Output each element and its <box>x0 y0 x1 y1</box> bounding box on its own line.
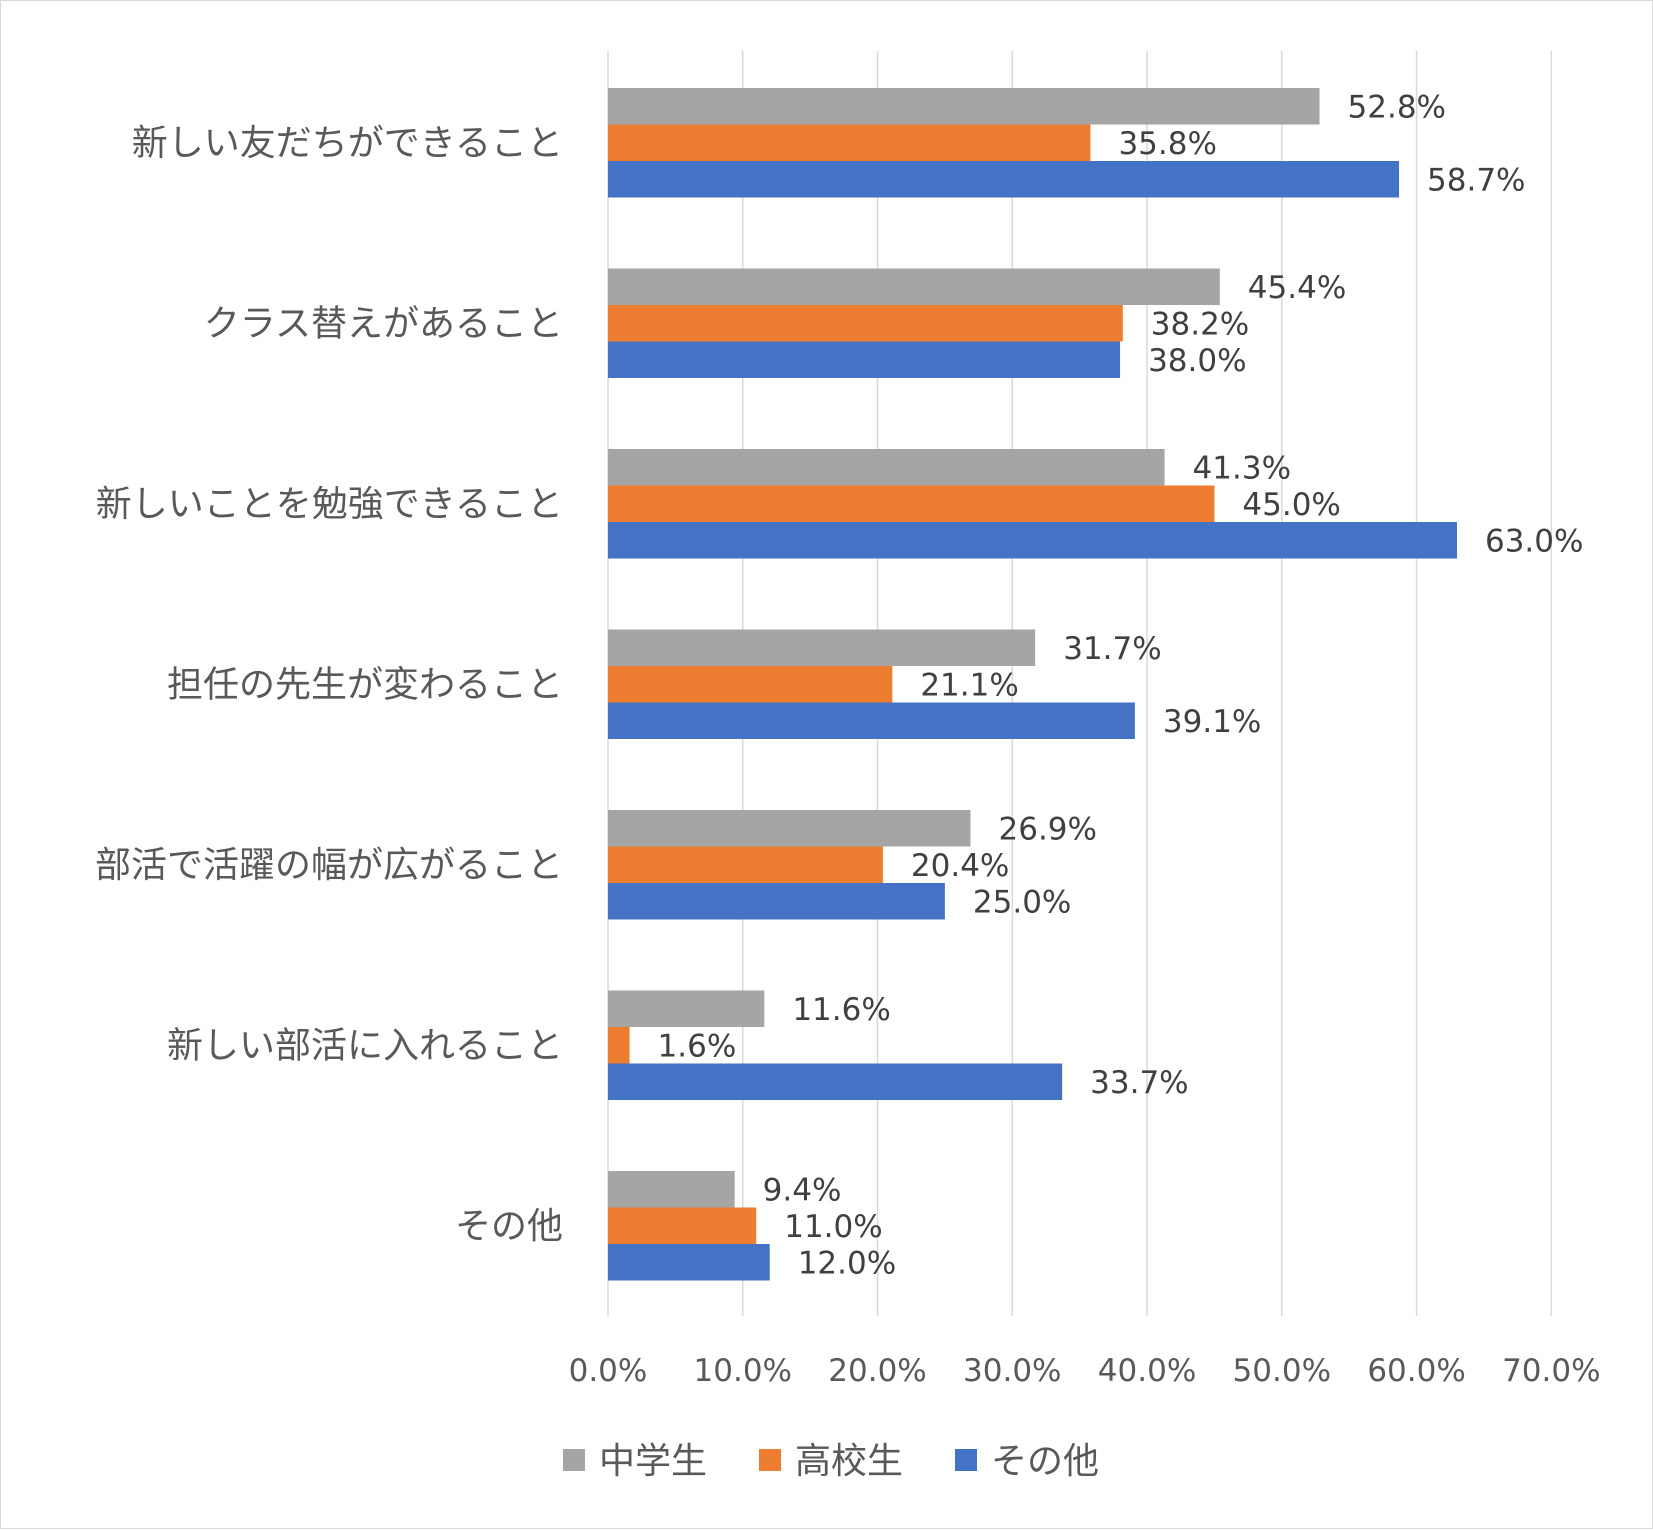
legend: 中学生 高校生 その他 <box>563 1441 1099 1482</box>
bar <box>608 810 971 847</box>
bar <box>608 485 1215 522</box>
data-label: 25.0% <box>973 884 1071 920</box>
data-label: 9.4% <box>763 1172 842 1208</box>
data-label: 11.6% <box>792 992 890 1028</box>
bar <box>608 702 1135 739</box>
data-label: 1.6% <box>658 1028 737 1064</box>
bar <box>608 268 1220 305</box>
category-labels: 新しい友だちができることクラス替えがあること新しいことを勉強できること担任の先生… <box>95 123 563 1247</box>
legend-swatch <box>759 1449 781 1471</box>
data-label: 39.1% <box>1163 704 1261 740</box>
category-label: クラス替えがあること <box>204 303 563 344</box>
data-label: 20.4% <box>911 848 1009 884</box>
bars <box>608 88 1457 1281</box>
data-label: 11.0% <box>784 1209 882 1245</box>
bar <box>608 846 883 883</box>
x-tick-labels: 0.0% 10.0% 20.0% 30.0% 40.0% 50.0% 60.0% 70.0% <box>569 1353 1601 1389</box>
category-label: 担任の先生が変わること <box>167 664 563 705</box>
x-tick-label: 40.0% <box>1098 1353 1196 1389</box>
legend-label: 高校生 <box>795 1441 903 1482</box>
bar <box>608 341 1121 378</box>
legend-swatch <box>955 1449 977 1471</box>
data-label: 41.3% <box>1193 450 1291 486</box>
data-label: 63.0% <box>1485 523 1583 559</box>
bar <box>608 1171 735 1208</box>
x-tick-label: 30.0% <box>963 1353 1061 1389</box>
bar <box>608 629 1036 666</box>
data-labels: 52.8% 35.8% 58.7% 45.4%38.2%38.0% 41.3%45.0%… <box>658 89 1584 1281</box>
data-label: 58.7% <box>1427 162 1525 198</box>
category-label: 新しいことを勉強できること <box>96 484 563 525</box>
x-tick-label: 20.0% <box>828 1353 926 1389</box>
legend-label: その他 <box>991 1441 1099 1482</box>
category-label: 新しい部活に入れること <box>167 1025 563 1066</box>
bar <box>608 1244 770 1281</box>
bar <box>608 305 1123 342</box>
bar <box>608 666 893 703</box>
data-label: 26.9% <box>999 811 1097 847</box>
bar <box>608 990 765 1027</box>
category-label: 部活で活躍の幅が広がること <box>95 845 563 886</box>
legend-label: 中学生 <box>599 1441 707 1482</box>
data-label: 33.7% <box>1090 1065 1188 1101</box>
legend-swatch <box>563 1449 585 1471</box>
category-label: その他 <box>455 1206 563 1247</box>
category-label: 新しい友だちができること <box>132 123 563 164</box>
bar <box>608 1063 1063 1100</box>
data-label: 21.1% <box>920 667 1018 703</box>
x-tick-label: 60.0% <box>1367 1353 1465 1389</box>
bar <box>608 88 1320 125</box>
data-label: 52.8% <box>1348 89 1446 125</box>
bar <box>608 161 1400 198</box>
data-label: 38.2% <box>1151 306 1249 342</box>
data-label: 38.0% <box>1148 343 1246 379</box>
x-tick-label: 50.0% <box>1233 1353 1331 1389</box>
bar <box>608 522 1457 559</box>
x-tick-label: 10.0% <box>694 1353 792 1389</box>
data-label: 45.0% <box>1242 487 1340 523</box>
x-tick-label: 0.0% <box>569 1353 648 1389</box>
bar <box>608 449 1165 486</box>
x-tick-label: 70.0% <box>1502 1353 1600 1389</box>
data-label: 45.4% <box>1248 270 1346 306</box>
bar <box>608 1027 630 1064</box>
data-label: 35.8% <box>1118 126 1216 162</box>
data-label: 12.0% <box>798 1245 896 1281</box>
bar <box>608 124 1091 161</box>
data-label: 31.7% <box>1063 631 1161 667</box>
bar <box>608 1207 757 1244</box>
bar <box>608 883 945 920</box>
